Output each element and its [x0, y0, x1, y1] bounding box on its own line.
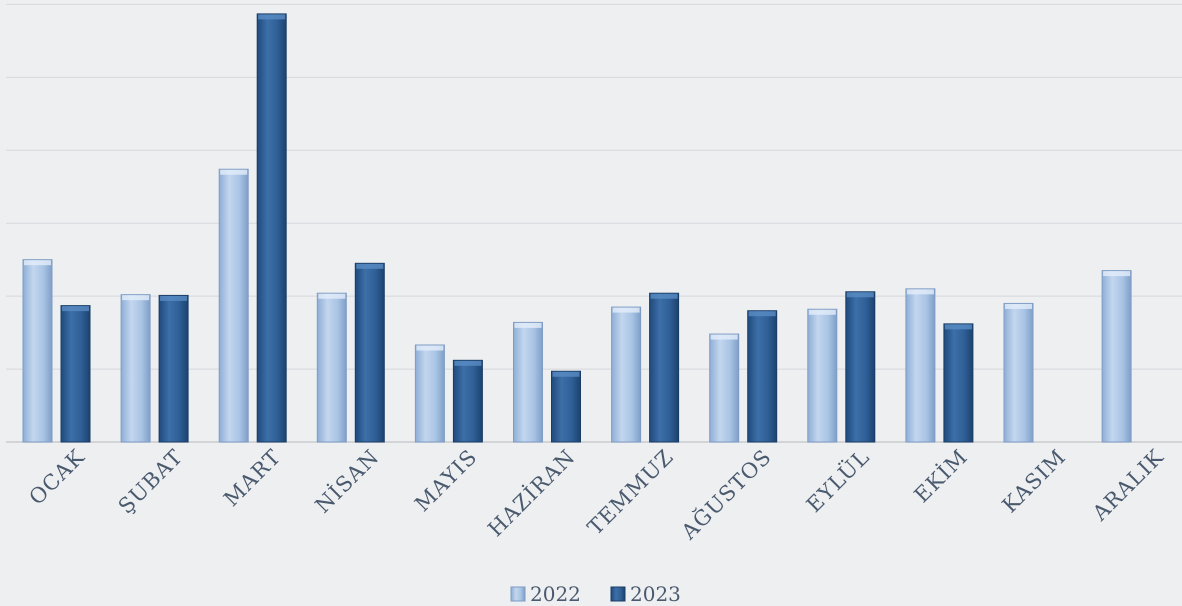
x-tick-label: EYLÜL	[801, 444, 874, 517]
x-tick-label: HAZİRAN	[483, 445, 580, 542]
bar-top-bevel	[710, 334, 738, 340]
bar-top-bevel	[1005, 303, 1032, 309]
bar-top-bevel	[944, 324, 972, 330]
bar-top-bevel	[808, 309, 836, 315]
bar-2023-şubat	[158, 294, 189, 443]
bar-2023-ağustos	[747, 310, 778, 443]
bar-top-bevel	[650, 293, 678, 299]
bar-2023-hazi̇ran	[551, 370, 581, 443]
legend: 2022 2023	[510, 582, 681, 606]
bar-top-bevel	[356, 263, 384, 269]
bar-top-bevel	[906, 289, 934, 295]
bar-2022-mart	[218, 168, 249, 443]
bar-2022-temmuz	[611, 306, 642, 443]
bar-2022-eylül	[807, 308, 838, 443]
bar-2022-mayis	[414, 344, 445, 443]
bar-2022-aralik	[1101, 270, 1132, 443]
bar-top-bevel	[748, 311, 776, 317]
x-tick-label: TEMMUZ	[583, 445, 678, 540]
bar-top-bevel	[454, 360, 482, 366]
legend-swatch-2022	[510, 586, 526, 602]
bar-top-bevel	[122, 295, 150, 301]
x-tick-label: AĞUSTOS	[675, 444, 776, 545]
x-axis-tick-labels: OCAK ŞUBAT MART NİSAN MAYIS HAZİRAN TEMMUZAĞUS…	[24, 444, 1168, 545]
bar-top-bevel	[62, 306, 89, 312]
bar-2022-ocak	[22, 259, 53, 443]
bar-2023-mart	[256, 13, 287, 443]
bar-2023-ocak	[60, 305, 91, 443]
bar-top-bevel	[552, 371, 580, 377]
x-tick-label: OCAK	[24, 445, 89, 510]
x-tick-label: ARALIK	[1087, 445, 1168, 526]
bar-2023-mayis	[452, 359, 483, 443]
x-tick-label: ŞUBAT	[114, 445, 188, 519]
bar-top-bevel	[24, 260, 51, 266]
legend-swatch-2023	[610, 586, 626, 602]
bar-2022-ni̇san	[316, 292, 347, 443]
bar-top-bevel	[318, 293, 346, 299]
bar-2023-temmuz	[649, 292, 680, 443]
bar-top-bevel	[160, 295, 188, 301]
x-tick-label: MAYIS	[410, 445, 482, 517]
bars	[22, 13, 1132, 443]
bar-2022-hazi̇ran	[513, 321, 543, 443]
x-tick-label: EKİM	[910, 445, 973, 508]
x-tick-label: KASIM	[998, 445, 1071, 518]
bar-2023-ni̇san	[354, 262, 385, 443]
x-tick-label: NİSAN	[311, 445, 384, 518]
legend-label-2022: 2022	[530, 582, 581, 606]
x-tick-label: MART	[219, 445, 286, 512]
bar-top-bevel	[416, 345, 444, 351]
bar-2023-eylül	[845, 291, 876, 443]
bar-top-bevel	[220, 169, 248, 175]
bar-2023-eki̇m	[943, 323, 974, 443]
bar-top-bevel	[1103, 271, 1131, 277]
bar-top-bevel	[846, 292, 874, 298]
bar-top-bevel	[258, 14, 286, 20]
bar-top-bevel	[612, 307, 640, 313]
bar-2022-ağustos	[709, 333, 740, 443]
bar-2022-kasim	[1003, 302, 1034, 443]
bar-top-bevel	[514, 322, 542, 328]
bar-2022-şubat	[120, 294, 151, 443]
bar-2022-eki̇m	[905, 288, 936, 443]
gridlines	[6, 3, 1182, 443]
legend-label-2023: 2023	[630, 582, 681, 606]
